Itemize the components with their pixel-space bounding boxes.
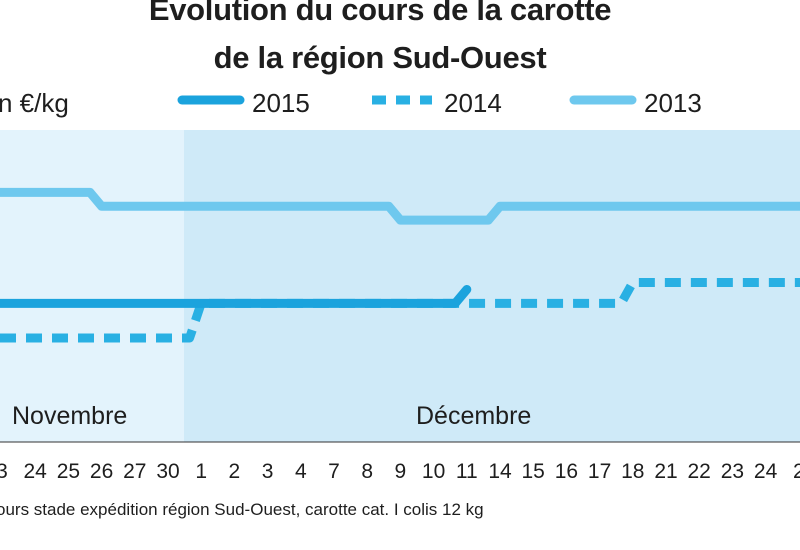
legend-label-2013: 2013 [644, 88, 702, 118]
x-tick-label: 10 [421, 460, 446, 483]
chart-title-line-2: de la région Sud-Ouest [213, 40, 547, 75]
x-tick-label: 1 [195, 460, 208, 483]
x-tick-label: 3 [261, 460, 274, 483]
x-tick-label: 17 [587, 460, 612, 483]
y-axis-unit-label: n €/kg [0, 88, 69, 118]
month-label-novembre: Novembre [12, 402, 128, 430]
x-tick-label: 30 [156, 460, 180, 483]
x-tick-label: 7 [328, 460, 340, 483]
series-line-2015 [0, 284, 472, 308]
x-tick-label: 26 [89, 460, 114, 483]
x-tick-label: 11 [455, 460, 478, 483]
x-tick-label: 18 [621, 460, 645, 483]
x-tick-label: 25 [56, 460, 81, 483]
x-tick-label: 3 [0, 460, 8, 483]
x-tick-label: 8 [361, 460, 374, 483]
chart-title-line-1: Évolution du cours de la carotte [148, 0, 612, 27]
x-tick-label: 22 [687, 460, 711, 483]
x-tick-label: 15 [521, 460, 545, 483]
x-tick-label: 21 [654, 460, 678, 483]
december-band [184, 130, 800, 442]
month-label-decembre: Décembre [416, 402, 532, 430]
series-layer [0, 187, 800, 343]
x-tick-label: 2 [792, 460, 800, 483]
x-tick-label: 9 [394, 460, 407, 483]
series-line-2013 [0, 187, 800, 225]
x-tick-label: 14 [488, 460, 512, 483]
x-tick-label: 27 [123, 460, 147, 483]
x-tick-label: 2 [228, 460, 241, 483]
x-tick-label: 24 [753, 460, 778, 483]
x-tick-label: 16 [554, 460, 579, 483]
source-note: ours stade expédition région Sud-Ouest, … [0, 500, 484, 519]
x-tick-label: 4 [294, 460, 307, 483]
x-tick-label: 24 [23, 460, 47, 483]
x-tick-label: 23 [720, 460, 745, 483]
november-band [0, 130, 184, 442]
legend-label-2015: 2015 [252, 88, 310, 118]
legend-label-2014: 2014 [444, 88, 502, 118]
